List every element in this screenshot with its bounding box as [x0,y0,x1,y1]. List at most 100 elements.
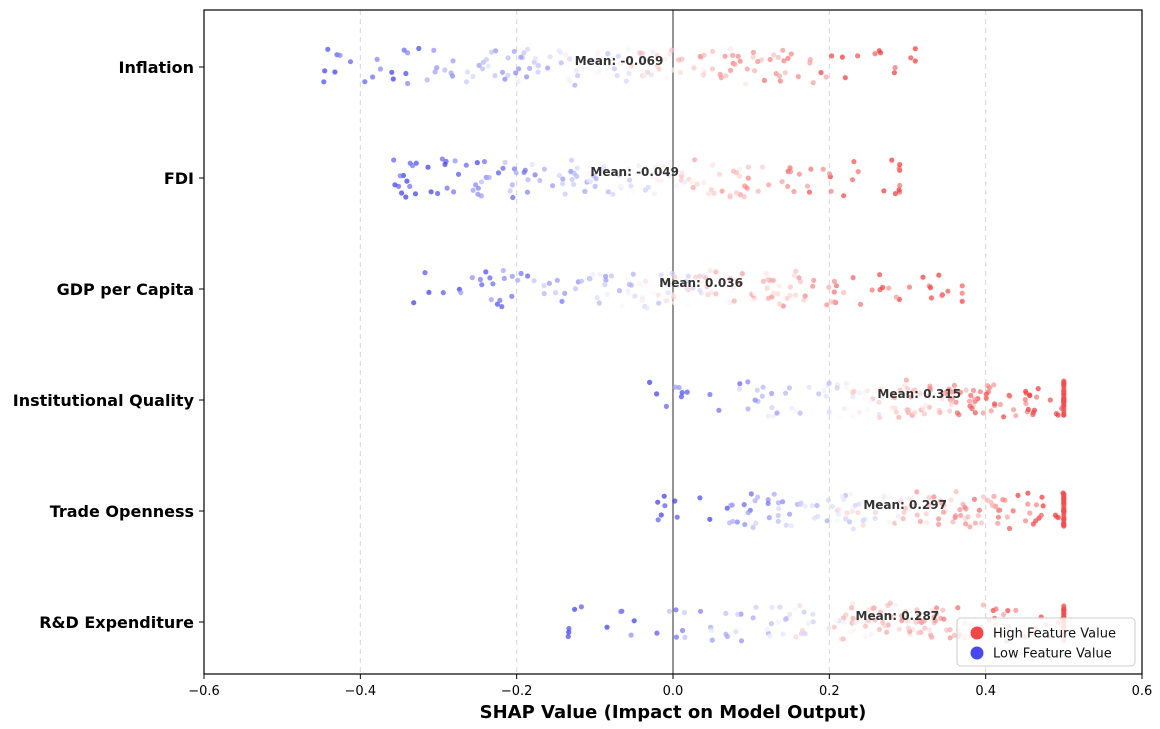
shap-point [390,76,396,82]
shap-point [975,513,982,519]
shap-point [661,493,667,499]
shap-point [481,159,488,165]
shap-point [745,379,751,385]
shap-point [954,410,961,416]
shap-point [765,497,771,503]
shap-point [782,70,788,76]
shap-point [810,611,816,617]
shap-point [791,188,797,195]
shap-point [628,632,634,638]
shap-point [535,69,541,75]
shap-point [969,405,975,412]
shap-point [618,184,624,190]
shap-point [626,70,632,76]
shap-point [769,604,775,611]
shap-point [877,272,883,278]
shap-point [966,398,973,404]
shap-point [997,401,1004,408]
shap-point [867,398,873,404]
shap-point [972,520,978,526]
mean-label: Mean: -0.049 [590,165,679,179]
shap-point [904,385,911,391]
shap-point [723,301,729,307]
shap-point [851,159,857,165]
shap-point [500,267,506,274]
shap-point [521,50,527,56]
shap-point [728,67,734,73]
shap-point [590,271,596,277]
shap-point [850,394,856,400]
shap-point [937,498,944,504]
shap-point [679,627,686,634]
shap-point [723,73,729,79]
shap-point [786,378,792,384]
shap-point [733,190,740,196]
shap-point [896,626,902,632]
shap-point [812,515,818,521]
shap-point [908,55,914,61]
shap-point [750,524,756,531]
shap-point [654,52,660,58]
shap-point [490,281,496,287]
shap-point [921,618,927,624]
shap-point [872,515,878,522]
shap-point [828,299,834,305]
shap-point [671,294,677,300]
shap-point [505,55,511,61]
shap-point [908,394,914,400]
shap-point [760,278,767,284]
shap-point [737,386,743,392]
shap-point [849,605,855,611]
shap-point [797,410,803,416]
shap-point [535,63,541,69]
shap-point [764,626,770,633]
shap-point [856,409,862,415]
shap-point [480,66,486,72]
shap-point [707,391,713,398]
shap-point [644,305,650,311]
shap-point [802,293,808,299]
shap-point [777,73,783,79]
mean-label: Mean: 0.036 [659,276,743,290]
shap-point [602,281,608,287]
shap-point [993,606,999,612]
shap-point [807,57,813,63]
shap-point [775,619,781,625]
shap-point [449,73,456,79]
shap-point [839,494,845,500]
shap-point [870,605,876,612]
shap-point [739,271,745,277]
shap-point [562,290,568,296]
shap-point [455,171,462,177]
shap-point [463,162,469,168]
shap-point [450,58,456,64]
shap-point [892,405,898,411]
shap-point [494,301,500,307]
shap-point [1000,497,1006,503]
shap-point [362,79,368,85]
shap-point [967,524,973,530]
shap-point [703,275,709,281]
shap-point [977,389,983,395]
shap-point [524,74,530,80]
shap-point [761,77,768,83]
shap-point [697,273,703,279]
shap-point [479,282,485,288]
shap-point [759,393,765,399]
shap-point [1013,607,1019,613]
shap-point [850,601,856,607]
shap-point [693,274,699,280]
shap-point [737,58,743,64]
shap-point [347,59,354,65]
shap-point [515,277,521,283]
shap-point [470,187,476,193]
shap-point [431,47,437,53]
shap-point [475,185,481,191]
shap-point [681,179,688,185]
shap-point [434,65,440,71]
shap-point [587,163,593,169]
shap-point [775,512,781,519]
shap-point [976,507,983,513]
shap-point [623,78,629,84]
shap-point [618,609,624,615]
